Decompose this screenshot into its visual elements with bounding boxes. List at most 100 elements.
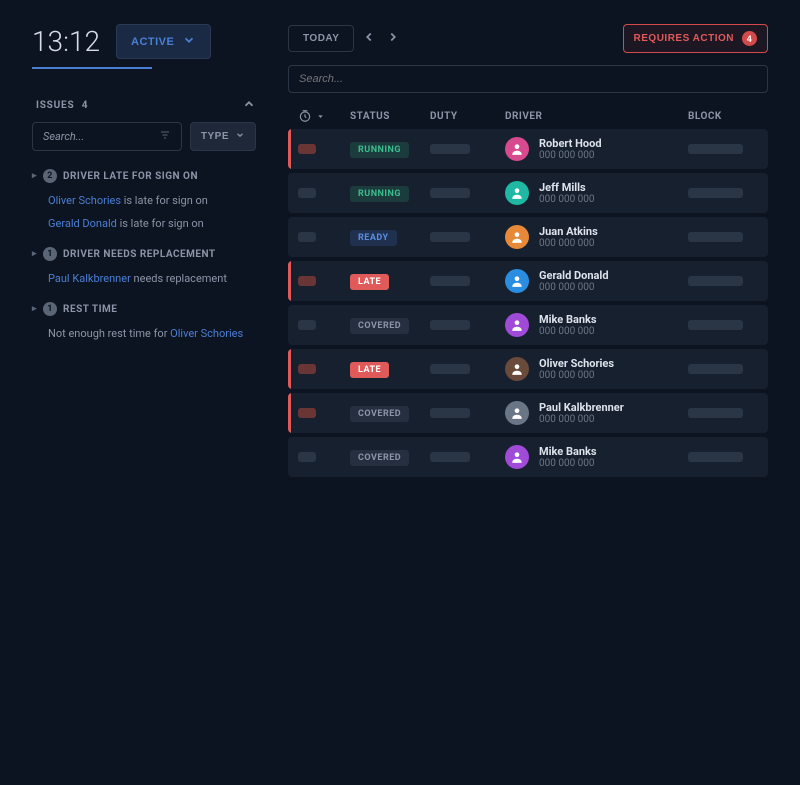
driver-link[interactable]: Oliver Schories (170, 327, 243, 340)
alert-indicator (288, 305, 291, 345)
placeholder (298, 144, 316, 154)
prev-arrow-icon[interactable] (362, 30, 376, 48)
driver-phone: 000 000 000 (539, 458, 597, 469)
placeholder (430, 188, 470, 198)
issue-text: is late for sign on (121, 194, 208, 207)
issues-header[interactable]: ISSUES 4 (32, 89, 280, 122)
table-row[interactable]: RUNNINGRobert Hood000 000 000 (288, 129, 768, 169)
issue-item[interactable]: Not enough rest time for Oliver Schories (32, 322, 256, 345)
issue-item[interactable]: Paul Kalkbrenner needs replacement (32, 267, 256, 290)
driver-phone: 000 000 000 (539, 326, 597, 337)
type-filter-button[interactable]: TYPE (190, 122, 256, 151)
driver-link[interactable]: Oliver Schories (48, 194, 121, 207)
driver-phone: 000 000 000 (539, 194, 595, 205)
issue-item[interactable]: Oliver Schories is late for sign on (32, 189, 256, 212)
avatar (505, 225, 529, 249)
table-row[interactable]: RUNNING Jeff Mills000 000 000 (288, 173, 768, 213)
status-badge: LATE (350, 362, 389, 378)
driver-name: Jeff Mills (539, 181, 595, 194)
status-badge: COVERED (350, 406, 409, 422)
placeholder (688, 144, 743, 154)
active-filter-button[interactable]: ACTIVE (116, 24, 211, 59)
active-label: ACTIVE (131, 36, 174, 48)
status-badge: COVERED (350, 450, 409, 466)
placeholder (688, 320, 743, 330)
chevron-down-icon (235, 130, 245, 143)
column-status[interactable]: STATUS (350, 111, 430, 122)
issue-group: ▸1REST TIMENot enough rest time for Oliv… (32, 296, 280, 345)
driver-name: Mike Banks (539, 445, 597, 458)
next-arrow-icon[interactable] (386, 30, 400, 48)
driver-name: Gerald Donald (539, 269, 609, 282)
issue-count-badge: 1 (43, 302, 57, 316)
alert-indicator (288, 129, 291, 169)
driver-name: Oliver Schories (539, 357, 614, 370)
issue-group-header[interactable]: ▸1DRIVER NEEDS REPLACEMENT (32, 241, 256, 267)
placeholder (298, 188, 316, 198)
issue-group-title: DRIVER LATE FOR SIGN ON (63, 171, 198, 182)
issue-item[interactable]: Gerald Donald is late for sign on (32, 212, 256, 235)
driver-phone: 000 000 000 (539, 238, 598, 249)
issue-group-title: REST TIME (63, 304, 117, 315)
chevron-down-icon (182, 33, 196, 50)
requires-action-button[interactable]: REQUIRES ACTION 4 (623, 24, 768, 53)
avatar (505, 269, 529, 293)
issue-text: is late for sign on (117, 217, 204, 230)
requires-action-count: 4 (742, 31, 757, 46)
filter-icon (159, 129, 171, 144)
today-button[interactable]: TODAY (288, 25, 354, 52)
placeholder (298, 408, 316, 418)
column-duty[interactable]: DUTY (430, 111, 505, 122)
alert-indicator (288, 261, 291, 301)
placeholder (298, 364, 316, 374)
table-rows: RUNNING Robert Hood 000 000 000 RUNNING Jeff… (288, 129, 768, 477)
status-badge: LATE (350, 274, 389, 290)
issue-text: needs replacement (131, 272, 227, 285)
current-time: 13:12 (32, 25, 100, 58)
driver-link[interactable]: Paul Kalkbrenner (48, 272, 131, 285)
avatar (505, 313, 529, 337)
driver-name: Robert Hood (539, 137, 602, 150)
table-row[interactable]: LATE Gerald Donald000 000 000 (288, 261, 768, 301)
driver-name: Paul Kalkbrenner (539, 401, 624, 414)
avatar (505, 401, 529, 425)
placeholder (430, 320, 470, 330)
sort-time-button[interactable] (298, 109, 350, 123)
issue-group-header[interactable]: ▸2DRIVER LATE FOR SIGN ON (32, 163, 256, 189)
main-panel: TODAY REQUIRES ACTION 4 (280, 0, 800, 477)
driver-phone: 000 000 000 (539, 282, 609, 293)
placeholder (298, 452, 316, 462)
driver-link[interactable]: Gerald Donald (48, 217, 117, 230)
column-driver[interactable]: DRIVER (505, 111, 688, 122)
issues-title: ISSUES (36, 100, 74, 111)
sidebar: 13:12 ACTIVE ISSUES 4 Search... (0, 0, 280, 477)
column-block[interactable]: BLOCK (688, 111, 758, 122)
alert-indicator (288, 217, 291, 257)
issue-count-badge: 1 (43, 247, 57, 261)
status-badge: RUNNING (350, 186, 409, 202)
table-row[interactable]: LATEOliver Schories000 000 000 (288, 349, 768, 389)
table-row[interactable]: READYJuan Atkins000 000 000 (288, 217, 768, 257)
placeholder (688, 188, 743, 198)
alert-indicator (288, 437, 291, 477)
avatar (505, 137, 529, 161)
search-placeholder: Search... (43, 130, 84, 143)
caret-right-icon: ▸ (32, 249, 37, 259)
placeholder (430, 276, 470, 286)
issue-count-badge: 2 (43, 169, 57, 183)
main-search-input[interactable] (288, 65, 768, 93)
table-row[interactable]: COVERED Mike Banks000 000 000 (288, 437, 768, 477)
placeholder (298, 276, 316, 286)
placeholder (430, 364, 470, 374)
issue-group-header[interactable]: ▸1REST TIME (32, 296, 256, 322)
placeholder (688, 364, 743, 374)
time-underline (32, 67, 152, 69)
placeholder (430, 408, 470, 418)
driver-phone: 000 000 000 (539, 414, 624, 425)
alert-indicator (288, 349, 291, 389)
issues-search-input[interactable]: Search... (32, 122, 182, 151)
table-row[interactable]: COVEREDMike Banks000 000 000 (288, 305, 768, 345)
placeholder (298, 320, 316, 330)
table-row[interactable]: COVERED Paul Kalkbrenner000 000 000 (288, 393, 768, 433)
status-badge: RUNNING (350, 142, 409, 158)
